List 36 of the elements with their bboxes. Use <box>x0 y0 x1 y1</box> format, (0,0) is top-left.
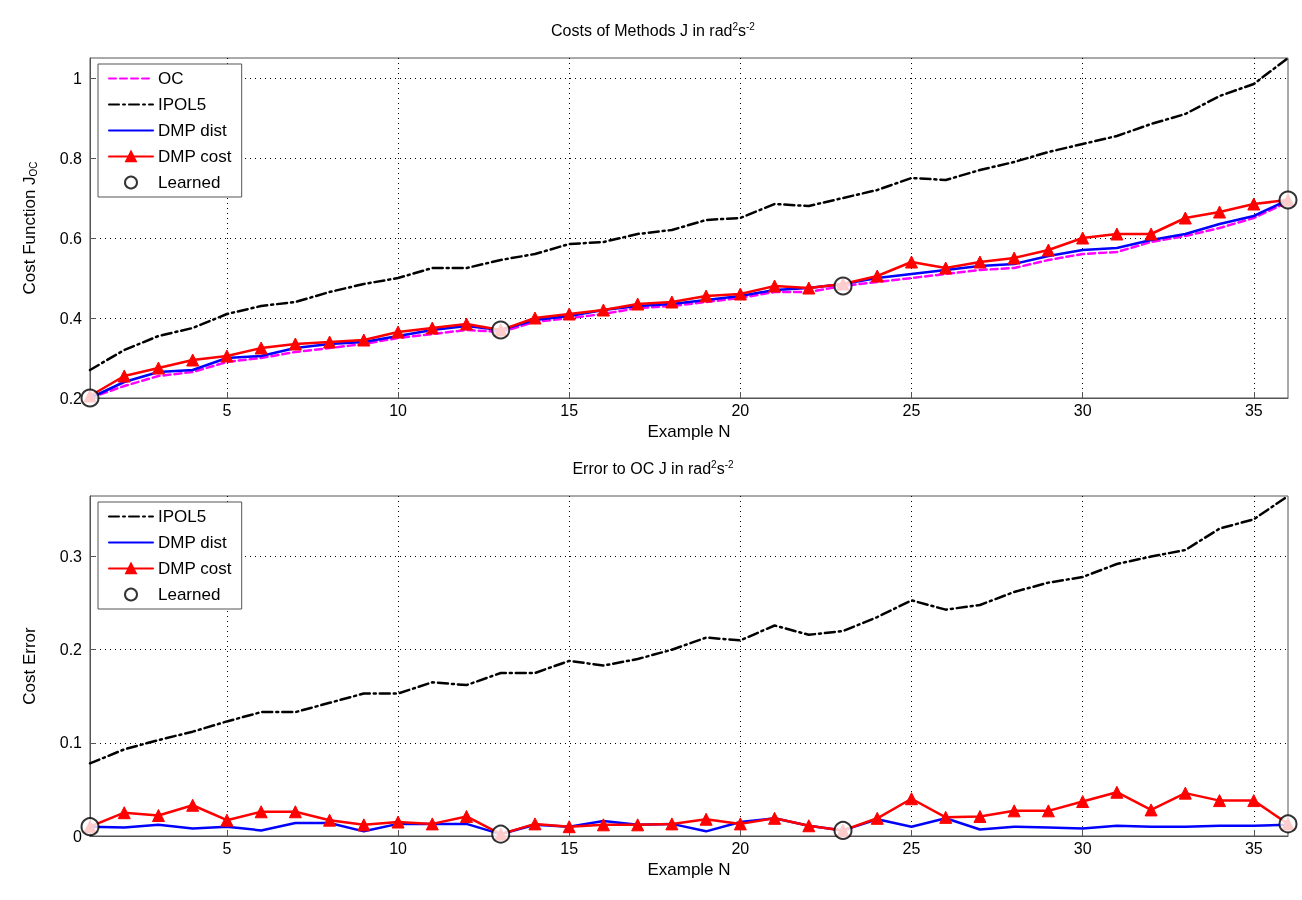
legend-label: Learned <box>158 173 221 192</box>
legend-label: DMP dist <box>158 121 227 140</box>
x-tick-label: 10 <box>389 839 408 857</box>
x-tick-label: 25 <box>902 839 921 857</box>
y-tick-label: 0.1 <box>59 734 83 752</box>
y-axis-title: Cost Error <box>20 626 39 705</box>
y-tick-label: 0.3 <box>59 548 83 566</box>
legend-label: IPOL5 <box>158 95 207 114</box>
legend-label: IPOL5 <box>158 507 207 526</box>
legend-label: DMP cost <box>158 559 232 578</box>
x-axis-title: Example N <box>647 859 731 879</box>
x-tick-label: 5 <box>222 401 232 419</box>
x-tick-label: 25 <box>902 401 921 419</box>
x-tick-label: 30 <box>1073 401 1092 419</box>
legend-label: DMP cost <box>158 147 232 166</box>
x-tick-label: 35 <box>1244 839 1263 857</box>
x-axis-title: Example N <box>647 421 731 441</box>
y-tick-label: 1 <box>73 69 83 87</box>
legend-label: OC <box>158 69 184 88</box>
x-tick-label: 30 <box>1073 839 1092 857</box>
y-tick-label: 0.2 <box>59 389 83 407</box>
y-tick-label: 0.6 <box>59 229 83 247</box>
x-tick-label: 15 <box>560 401 579 419</box>
y-tick-label: 0.2 <box>59 641 83 659</box>
x-tick-label: 35 <box>1244 401 1263 419</box>
x-tick-label: 15 <box>560 839 579 857</box>
x-tick-label: 10 <box>389 401 408 419</box>
legend-label: DMP dist <box>158 533 227 552</box>
legend-label: Learned <box>158 585 221 604</box>
x-tick-label: 20 <box>731 839 750 857</box>
y-tick-label: 0.8 <box>59 149 83 167</box>
x-tick-label: 20 <box>731 401 750 419</box>
y-tick-label: 0 <box>73 827 83 845</box>
y-axis-title: Cost Function JOC <box>19 161 39 295</box>
x-tick-label: 5 <box>222 839 232 857</box>
y-tick-label: 0.4 <box>59 309 83 327</box>
